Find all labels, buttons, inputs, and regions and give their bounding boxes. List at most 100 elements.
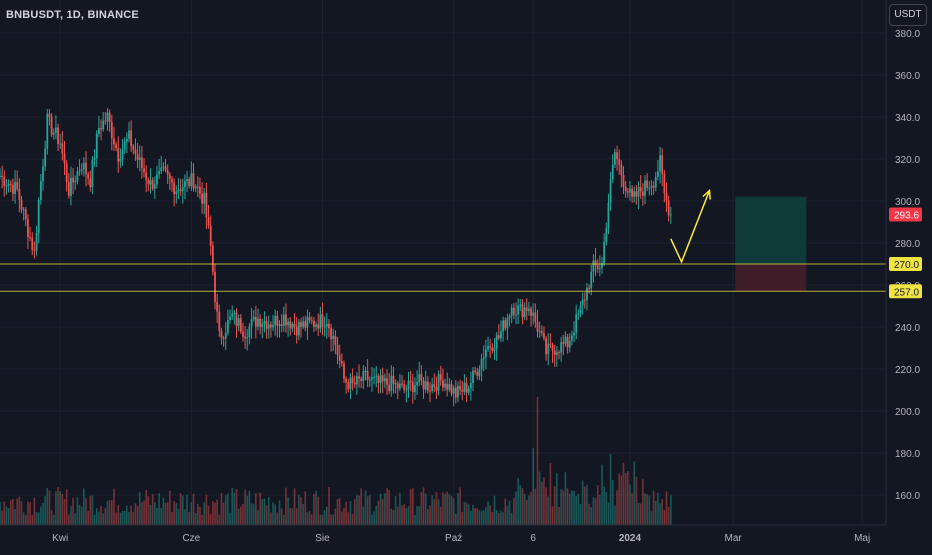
volume-bar — [650, 511, 653, 525]
volume-bar — [390, 508, 393, 525]
time-tick-label: Kwi — [52, 533, 68, 544]
candle-body — [18, 188, 21, 200]
volume-bar — [270, 512, 272, 525]
candle-body — [166, 170, 169, 175]
candle-body — [654, 176, 657, 188]
candle-body — [450, 384, 453, 394]
candle-body — [27, 219, 29, 237]
candle-body — [383, 378, 386, 382]
volume-bar — [657, 492, 659, 525]
candle-body — [558, 352, 560, 354]
candle-body — [98, 127, 100, 135]
candle-body — [61, 143, 64, 154]
volume-bar — [216, 499, 218, 525]
volume-bar — [476, 508, 479, 525]
volume-bar — [126, 505, 128, 525]
candle-body — [652, 186, 655, 188]
volume-bar — [659, 503, 661, 525]
candle-body — [100, 127, 102, 130]
candle-body — [102, 120, 105, 130]
candle-body — [667, 200, 670, 216]
candle-body — [203, 192, 206, 204]
currency-button[interactable]: USDT — [889, 4, 927, 26]
candle-body — [42, 166, 44, 182]
volume-bar — [0, 502, 1, 525]
time-tick-label: 6 — [530, 533, 536, 544]
volume-bar — [173, 501, 175, 525]
volume-bar — [472, 504, 474, 525]
candle-body — [360, 378, 363, 381]
candle-body — [181, 187, 184, 192]
volume-bar — [560, 489, 562, 525]
candle-body — [392, 375, 395, 384]
candle-body — [564, 336, 567, 344]
volume-bar — [448, 494, 451, 525]
volume-bar — [130, 505, 132, 525]
volume-bar — [592, 497, 595, 525]
level-price-label: 270.0 — [894, 260, 919, 271]
volume-bar — [136, 506, 139, 525]
volume-bar — [91, 495, 94, 525]
candle-body — [476, 372, 479, 376]
volume-bar — [156, 507, 158, 525]
candle-body — [78, 170, 81, 172]
volume-bar — [528, 495, 530, 525]
volume-bar — [489, 505, 491, 525]
volume-bar — [618, 473, 620, 525]
volume-bar — [556, 473, 558, 525]
candle-body — [20, 199, 23, 210]
candle-body — [46, 113, 49, 149]
candle-body — [235, 312, 238, 326]
volume-bar — [330, 514, 332, 525]
candle-body — [295, 326, 298, 336]
volume-bar — [61, 493, 64, 525]
candle-body — [592, 260, 595, 272]
volume-bar — [644, 493, 646, 525]
candle-body — [663, 173, 666, 193]
candle-body — [431, 384, 434, 391]
candle-body — [224, 332, 227, 339]
candle-body — [323, 326, 326, 328]
volume-bar — [392, 510, 395, 525]
volume-bar — [409, 489, 412, 525]
candle-body — [108, 112, 111, 122]
volume-bar — [9, 500, 12, 525]
candle-body — [403, 384, 406, 390]
candle-body — [31, 237, 34, 251]
candle-body — [136, 153, 139, 161]
candle-body — [162, 166, 165, 168]
volume-bar — [85, 498, 87, 525]
volume-bar — [349, 501, 352, 525]
candle-body — [85, 162, 87, 175]
volume-bar — [568, 493, 571, 525]
candle-body — [128, 130, 130, 139]
volume-bar — [295, 508, 298, 525]
candle-body — [401, 383, 403, 385]
time-tick-label: Maj — [854, 533, 870, 544]
volume-bar — [661, 499, 663, 525]
price-tick-label: 360.0 — [895, 71, 920, 82]
volume-bar — [233, 492, 236, 525]
volume-bar — [379, 493, 382, 525]
volume-bar — [237, 508, 240, 525]
volume-bar — [25, 514, 27, 525]
volume-bar — [547, 496, 550, 525]
volume-bar — [631, 493, 633, 525]
candle-body — [635, 191, 638, 197]
candle-body — [70, 177, 72, 197]
candle-body — [590, 271, 593, 289]
candle-body — [63, 153, 66, 164]
level-price-tag — [889, 284, 922, 299]
candle-body — [164, 166, 167, 171]
volume-bar — [179, 493, 182, 525]
candle-body — [270, 324, 272, 328]
candle-body — [280, 324, 283, 326]
candle-body — [336, 344, 339, 355]
candle-body — [353, 383, 356, 385]
candle-body — [510, 307, 513, 316]
candle-body — [285, 314, 287, 326]
volume-bar — [203, 502, 206, 525]
candle-body — [493, 348, 496, 351]
